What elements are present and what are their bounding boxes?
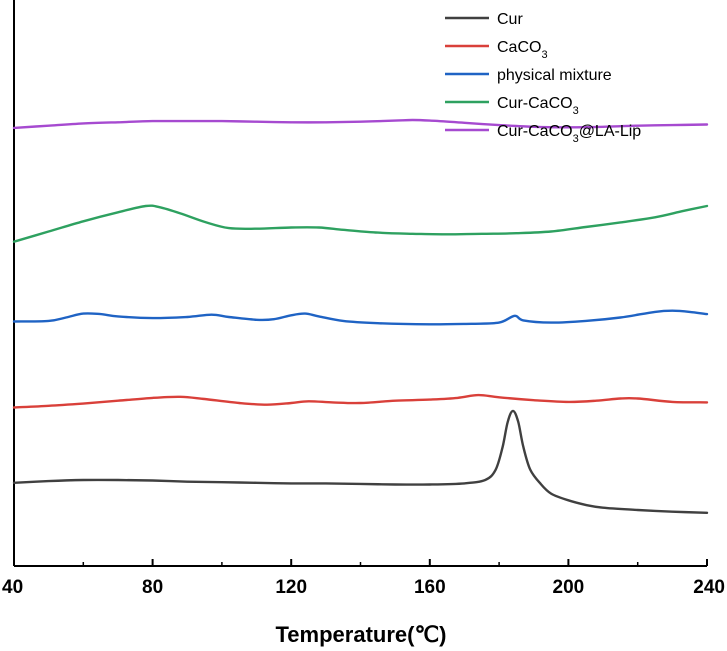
- plot-area: 40 80 120 160 200 240: [2, 0, 725, 598]
- x-tick-label: 120: [275, 577, 307, 598]
- x-tick-label: 80: [142, 577, 163, 598]
- legend-label: physical mixture: [497, 67, 612, 84]
- series-line-1: [12, 393, 709, 409]
- legend-label: Cur-CaCO3@LA-Lip: [497, 123, 641, 145]
- legend-item: Cur-CaCO3: [445, 95, 579, 117]
- legend-item: Cur-CaCO3@LA-Lip: [445, 123, 641, 145]
- series-line-4: [12, 118, 709, 130]
- series-line-2: [12, 309, 709, 326]
- legend-item: CaCO3: [445, 39, 548, 61]
- series-line-3: [12, 204, 709, 243]
- x-tick-label: 40: [2, 577, 23, 598]
- series-line-0: [12, 409, 709, 514]
- legend-item: Cur: [445, 11, 523, 28]
- legend-label: CaCO3: [497, 39, 548, 61]
- series-layer: [12, 118, 709, 514]
- legend-item: physical mixture: [445, 67, 612, 84]
- x-tick-label: 160: [414, 577, 446, 598]
- x-axis-title: Temperature(℃): [276, 622, 447, 647]
- x-tick-label: 200: [553, 577, 585, 598]
- legend-label: Cur: [497, 11, 523, 28]
- legend: Cur CaCO3 physical mixture Cur-CaCO3 Cur-CaC…: [445, 11, 641, 145]
- x-ticks: 40 80 120 160 200 240: [2, 559, 725, 598]
- x-tick-label: 240: [693, 577, 725, 598]
- legend-label: Cur-CaCO3: [497, 95, 579, 117]
